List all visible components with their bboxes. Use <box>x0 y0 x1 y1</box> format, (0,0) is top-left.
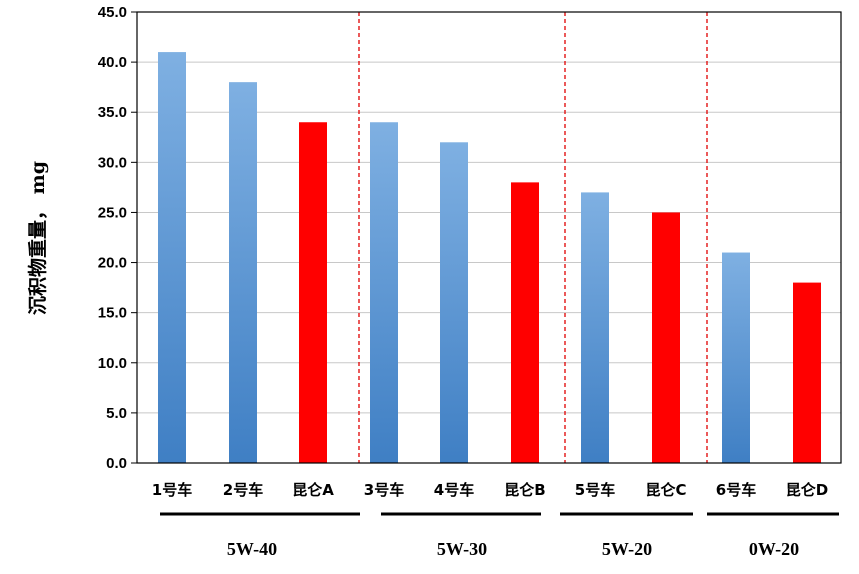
group-label: 5W-30 <box>437 539 487 559</box>
y-tick-label: 40.0 <box>98 54 127 71</box>
x-category-label: 6号车 <box>716 481 756 499</box>
y-tick-label: 5.0 <box>106 405 127 422</box>
group-label: 0W-20 <box>749 539 799 559</box>
x-category-label: 昆仑C <box>645 481 686 499</box>
bar-1 <box>158 52 186 463</box>
x-category-label: 3号车 <box>364 481 404 499</box>
x-category-label: 2号车 <box>223 481 263 499</box>
divider-layer <box>358 12 708 463</box>
x-category-label: 昆仑D <box>786 481 828 499</box>
y-tick-label: 25.0 <box>98 204 127 221</box>
y-tick-label: 10.0 <box>98 355 127 372</box>
bar-9 <box>722 252 750 463</box>
bar-layer <box>158 52 821 464</box>
bar-3 <box>299 122 327 463</box>
y-tick-label: 45.0 <box>98 4 127 21</box>
x-category-label: 1号车 <box>152 481 192 499</box>
group-label: 5W-40 <box>227 539 277 559</box>
y-tick-label: 30.0 <box>98 154 127 171</box>
group-label: 5W-20 <box>602 539 652 559</box>
bar-2 <box>229 82 257 464</box>
bar-7 <box>581 192 609 463</box>
x-category-label: 5号车 <box>575 481 615 499</box>
y-tick-label: 15.0 <box>98 305 127 322</box>
plot-frame <box>136 11 842 464</box>
axis-layer <box>131 11 842 464</box>
bar-8 <box>652 212 680 463</box>
x-category-label: 4号车 <box>434 481 474 499</box>
x-category-label: 昆仑B <box>504 481 545 499</box>
bar-10 <box>793 282 821 463</box>
y-tick-label: 0.0 <box>106 455 127 472</box>
y-tick-label: 35.0 <box>98 104 127 121</box>
y-tick-label: 20.0 <box>98 255 127 272</box>
label-layer: 0.0 5.0 10.0 15.0 20.0 25.0 30.0 35.0 40.0 45.0 1号… <box>98 4 839 559</box>
bar-4 <box>370 122 398 463</box>
bar-6 <box>511 182 539 463</box>
y-axis-label: 沉积物重量， mg <box>26 161 49 315</box>
bar-5 <box>440 142 468 464</box>
x-category-label: 昆仑A <box>292 481 334 499</box>
